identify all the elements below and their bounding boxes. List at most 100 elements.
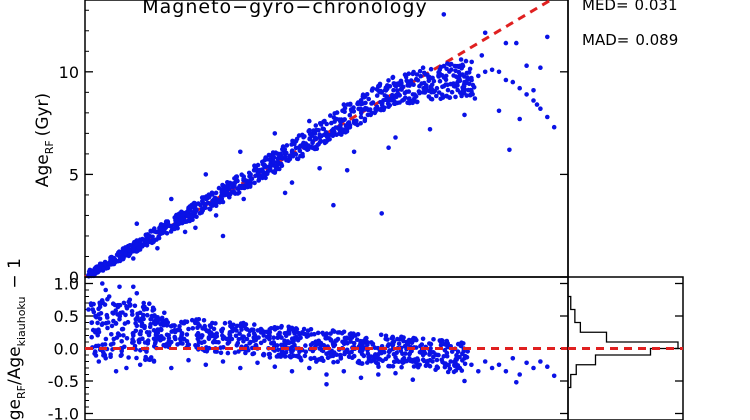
main-data-point: [108, 255, 113, 260]
residual-data-point: [131, 284, 136, 290]
main-data-point: [341, 102, 347, 107]
residual-data-point: [462, 378, 467, 384]
main-data-point: [451, 73, 456, 78]
main-data-point: [458, 57, 464, 62]
mad-value: 0.089: [635, 31, 678, 49]
main-data-point: [416, 89, 422, 94]
residual-data-point: [288, 354, 294, 360]
residual-data-point: [400, 357, 406, 362]
main-data-point: [330, 131, 336, 136]
main-data-point: [295, 156, 301, 162]
residual-data-point: [394, 357, 400, 363]
main-data-point: [402, 90, 408, 96]
main-y-label-unit: (Gyr): [33, 93, 53, 137]
main-data-point: [441, 12, 447, 17]
residual-data-point: [151, 358, 157, 364]
residual-data-point: [359, 351, 365, 357]
residual-y-tick-label: 0.5: [54, 307, 79, 326]
residual-data-point: [298, 335, 303, 341]
main-data-point: [345, 102, 351, 107]
main-data-point: [199, 195, 205, 200]
residual-data-point: [372, 353, 378, 358]
residual-data-point: [220, 359, 226, 364]
main-data-point: [297, 145, 302, 150]
main-data-point: [193, 208, 199, 213]
residual-data-point: [220, 326, 226, 332]
main-data-point: [252, 180, 257, 186]
residual-data-point: [122, 344, 127, 350]
residual-data-point: [382, 349, 387, 355]
main-data-point: [399, 87, 404, 92]
main-data-point: [155, 246, 160, 251]
residual-data-point: [96, 359, 102, 364]
residual-data-point: [170, 323, 175, 328]
residual-data-point: [169, 329, 174, 334]
residual-data-point: [275, 347, 281, 353]
main-data-point: [436, 73, 442, 78]
residual-data-point: [307, 365, 312, 371]
residual-data-point: [228, 323, 233, 329]
residual-data-point: [282, 331, 288, 336]
main-data-point: [178, 217, 184, 222]
main-data-point: [397, 100, 402, 105]
residual-data-point: [90, 327, 96, 333]
residual-data-point: [378, 332, 384, 338]
main-data-point: [321, 119, 326, 124]
main-data-point: [469, 59, 475, 65]
residual-data-point: [328, 331, 333, 336]
main-data-point: [126, 247, 132, 253]
residual-data-point: [303, 343, 308, 348]
main-data-point: [476, 73, 481, 79]
residual-data-point: [211, 338, 217, 344]
residual-data-point: [441, 354, 447, 359]
main-data-point: [378, 88, 384, 94]
residual-y-axis: -1.0 -0.5 0.0 0.5 1.0: [48, 275, 568, 420]
residual-data-point: [449, 349, 455, 354]
main-data-point: [445, 87, 451, 93]
main-data-point: [131, 256, 136, 261]
residual-data-point: [134, 291, 140, 296]
main-data-point: [203, 196, 209, 202]
residual-data-point: [463, 354, 468, 360]
residual-data-point: [197, 323, 202, 328]
residual-data-point: [524, 360, 529, 366]
main-data-point: [415, 78, 421, 83]
residual-data-point: [351, 353, 357, 359]
main-data-point: [203, 205, 208, 211]
residual-data-point: [319, 347, 325, 353]
residual-data-point: [431, 354, 436, 360]
residual-data-point: [301, 326, 307, 332]
main-data-point: [355, 122, 360, 128]
main-data-point: [193, 225, 198, 231]
residual-data-point: [445, 369, 451, 375]
main-data-point: [422, 87, 428, 92]
residual-data-point: [342, 335, 348, 341]
residual-data-point: [210, 332, 215, 337]
residual-data-point: [366, 354, 371, 360]
main-data-point: [213, 213, 219, 218]
residual-data-point: [261, 333, 267, 338]
main-data-point: [245, 184, 250, 190]
residual-data-point: [414, 337, 419, 343]
residual-data-point: [372, 345, 378, 351]
main-data-point: [123, 251, 128, 256]
main-data-point: [347, 112, 353, 118]
mad-label: MAD=: [582, 31, 629, 49]
main-data-point: [114, 252, 120, 257]
main-data-point: [279, 161, 284, 167]
main-data-point: [321, 126, 327, 132]
main-data-point: [317, 132, 323, 137]
residual-data-point: [195, 330, 201, 336]
residual-data-point: [105, 325, 110, 331]
residual-data-point: [272, 364, 278, 370]
residual-data-point: [233, 333, 239, 339]
residual-data-point: [338, 354, 344, 359]
main-data-point: [358, 98, 364, 103]
residual-data-point: [100, 349, 106, 355]
main-data-point: [467, 66, 473, 72]
residual-data-point: [460, 351, 465, 357]
main-data-point: [280, 144, 286, 149]
residual-data-point: [396, 341, 402, 347]
main-data-point: [253, 165, 258, 170]
residual-data-point: [251, 331, 257, 336]
